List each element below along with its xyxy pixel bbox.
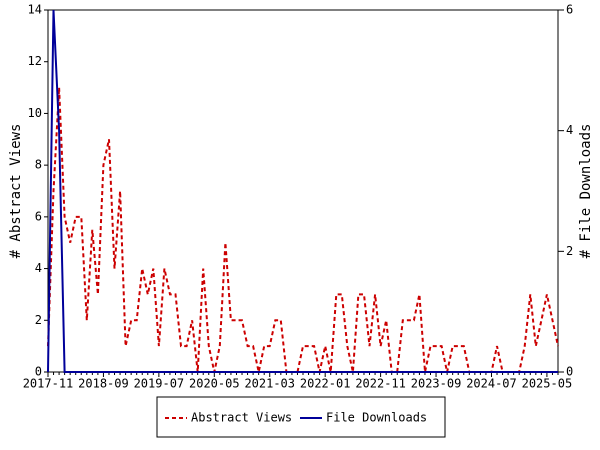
x-tick-label: 2021-03 <box>244 377 295 391</box>
x-tick-label: 2018-09 <box>78 377 129 391</box>
y-tick-label: 14 <box>28 3 42 17</box>
y2-tick-label: 4 <box>566 123 573 137</box>
y-tick-label: 4 <box>35 261 42 275</box>
y-tick-label: 0 <box>35 365 42 379</box>
y-tick-label: 6 <box>35 209 42 223</box>
x-tick-label: 2023-09 <box>411 377 462 391</box>
x-tick-label: 2019-07 <box>134 377 185 391</box>
y2-axis-label: # File Downloads <box>578 124 594 259</box>
x-tick-label: 2022-11 <box>355 377 406 391</box>
x-tick-label: 2022-01 <box>300 377 351 391</box>
x-tick-label: 2024-07 <box>466 377 517 391</box>
y-tick-label: 10 <box>28 106 42 120</box>
x-tick-label: 2025-05 <box>522 377 573 391</box>
y2-tick-label: 0 <box>566 365 573 379</box>
y-tick-label: 2 <box>35 313 42 327</box>
y-tick-label: 8 <box>35 158 42 172</box>
legend-label: File Downloads <box>326 411 427 425</box>
x-tick-label: 2017-11 <box>23 377 74 391</box>
plot-frame <box>47 9 559 373</box>
y-axis-label: # Abstract Views <box>8 124 24 259</box>
y2-tick-label: 6 <box>566 3 573 17</box>
y-tick-label: 12 <box>28 54 42 68</box>
data-line <box>47 87 559 373</box>
legend-label: Abstract Views <box>191 411 292 425</box>
data-line <box>47 9 558 373</box>
y2-tick-label: 2 <box>566 244 573 258</box>
x-tick-label: 2020-05 <box>189 377 240 391</box>
